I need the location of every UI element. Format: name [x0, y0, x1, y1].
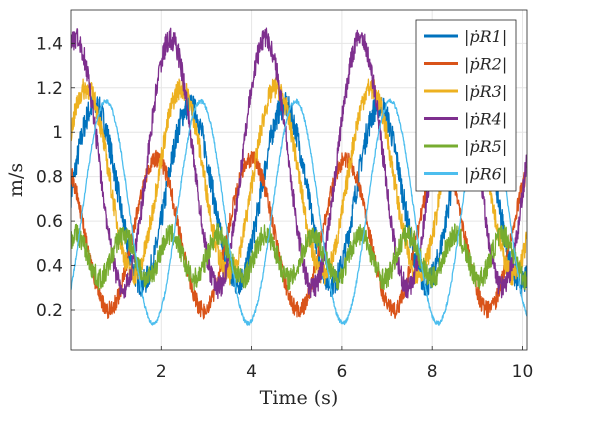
- y-tick-label: 0.4: [36, 257, 63, 277]
- series-line: [71, 98, 527, 326]
- legend: |ṗR1| |ṗR2| |ṗR3| |ṗR4| |ṗR5| |ṗR6|: [415, 19, 517, 192]
- series-line: [71, 223, 527, 291]
- x-axis-label: Time (s): [260, 387, 339, 409]
- legend-entry: |ṗR2|: [464, 55, 507, 74]
- legend-entry: |ṗR1|: [464, 27, 507, 46]
- y-tick-label: 1: [52, 123, 63, 143]
- axis-ticks: 2 4 6 8 10 0.2 0.4 0.6 0.8 1 1.2 1.4: [36, 34, 533, 382]
- x-tick-label: 10: [512, 362, 534, 382]
- legend-entry: |ṗR4|: [464, 110, 507, 129]
- x-tick-label: 6: [336, 362, 347, 382]
- y-tick-label: 0.2: [36, 301, 63, 321]
- y-tick-label: 0.6: [36, 212, 63, 232]
- y-tick-label: 1.2: [36, 79, 63, 99]
- x-tick-label: 2: [156, 362, 167, 382]
- x-tick-label: 8: [427, 362, 438, 382]
- legend-entry: |ṗR3|: [464, 82, 507, 101]
- plot-area-frame: [70, 9, 528, 351]
- legend-entry: |ṗR5|: [464, 137, 507, 156]
- y-axis-label: m/s: [5, 163, 27, 197]
- legend-entry: |ṗR6|: [464, 165, 507, 184]
- legend-box: [415, 19, 517, 192]
- y-tick-label: 0.8: [36, 168, 63, 188]
- x-tick-label: 4: [246, 362, 257, 382]
- y-tick-label: 1.4: [36, 34, 63, 54]
